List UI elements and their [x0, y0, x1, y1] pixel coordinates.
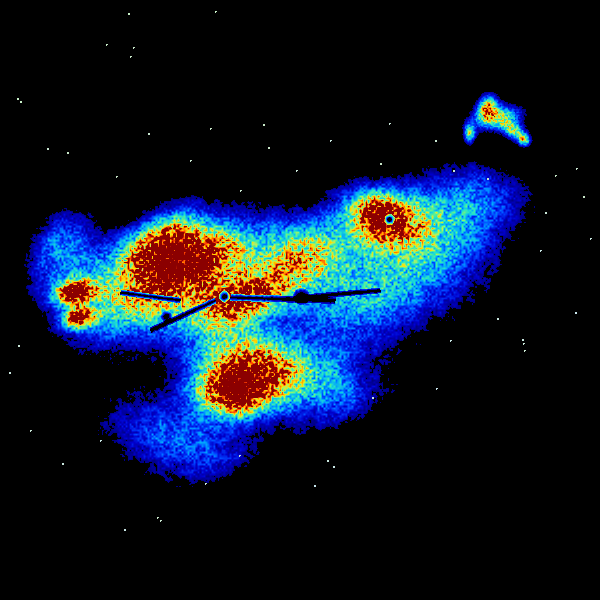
intensity-heatmap-canvas — [0, 0, 600, 600]
intensity-map-figure — [0, 0, 600, 600]
